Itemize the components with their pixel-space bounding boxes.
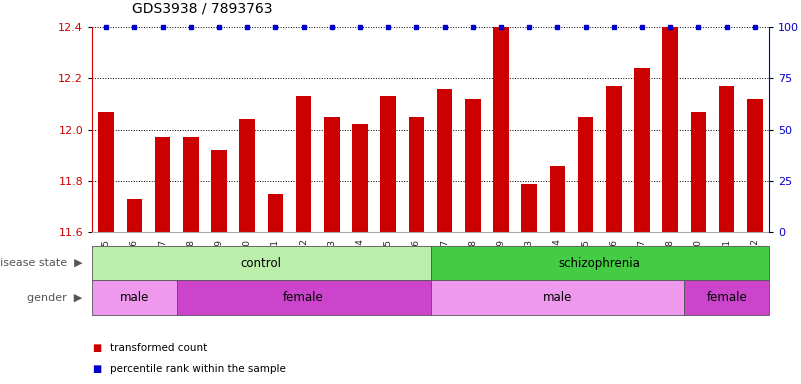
Bar bbox=[127, 199, 142, 232]
Bar bbox=[549, 166, 566, 232]
Bar bbox=[352, 124, 368, 232]
Bar bbox=[177, 280, 430, 315]
Bar bbox=[662, 27, 678, 232]
Bar bbox=[239, 119, 255, 232]
Text: percentile rank within the sample: percentile rank within the sample bbox=[110, 364, 286, 374]
Bar bbox=[380, 96, 396, 232]
Bar bbox=[634, 68, 650, 232]
Bar bbox=[296, 96, 312, 232]
Bar bbox=[183, 137, 199, 232]
Bar bbox=[719, 86, 735, 232]
Text: schizophrenia: schizophrenia bbox=[559, 257, 641, 270]
Text: male: male bbox=[543, 291, 572, 304]
Bar bbox=[430, 246, 769, 280]
Bar bbox=[465, 99, 481, 232]
Bar bbox=[684, 280, 769, 315]
Bar bbox=[437, 89, 453, 232]
Text: control: control bbox=[241, 257, 282, 270]
Text: ■: ■ bbox=[92, 343, 102, 353]
Bar bbox=[606, 86, 622, 232]
Text: gender  ▶: gender ▶ bbox=[27, 293, 83, 303]
Text: transformed count: transformed count bbox=[110, 343, 207, 353]
Bar bbox=[92, 246, 430, 280]
Bar bbox=[211, 150, 227, 232]
Bar bbox=[409, 117, 425, 232]
Bar bbox=[92, 280, 177, 315]
Bar bbox=[99, 112, 114, 232]
Text: female: female bbox=[284, 291, 324, 304]
Bar bbox=[578, 117, 594, 232]
Text: female: female bbox=[706, 291, 747, 304]
Bar bbox=[747, 99, 763, 232]
Bar bbox=[268, 194, 284, 232]
Text: male: male bbox=[119, 291, 149, 304]
Bar bbox=[521, 184, 537, 232]
Bar bbox=[493, 27, 509, 232]
Text: ■: ■ bbox=[92, 364, 102, 374]
Bar bbox=[155, 137, 171, 232]
Bar bbox=[324, 117, 340, 232]
Bar bbox=[690, 112, 706, 232]
Text: GDS3938 / 7893763: GDS3938 / 7893763 bbox=[132, 2, 272, 15]
Text: disease state  ▶: disease state ▶ bbox=[0, 258, 83, 268]
Bar bbox=[430, 280, 684, 315]
